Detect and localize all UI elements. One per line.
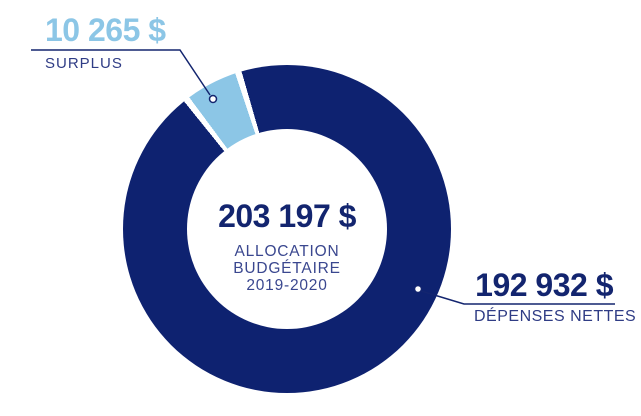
allocation-caption: ALLOCATION BUDGÉTAIRE 2019-2020	[177, 243, 397, 294]
allocation-caption-line-3: 2019-2020	[246, 277, 328, 294]
surplus-name-label: SURPLUS	[45, 55, 123, 72]
allocation-caption-line-2: BUDGÉTAIRE	[233, 260, 341, 277]
surplus-value-label: 10 265 $	[45, 12, 166, 48]
depenses-value-label: 192 932 $	[475, 267, 613, 303]
allocation-total-value: 203 197 $	[218, 198, 356, 234]
donut-hole	[187, 129, 387, 329]
depenses-name-label: DÉPENSES NETTES	[474, 308, 637, 325]
allocation-caption-line-1: ALLOCATION	[234, 243, 340, 260]
donut-center-label: 203 197 $ ALLOCATION BUDGÉTAIRE 2019-202…	[177, 200, 397, 294]
